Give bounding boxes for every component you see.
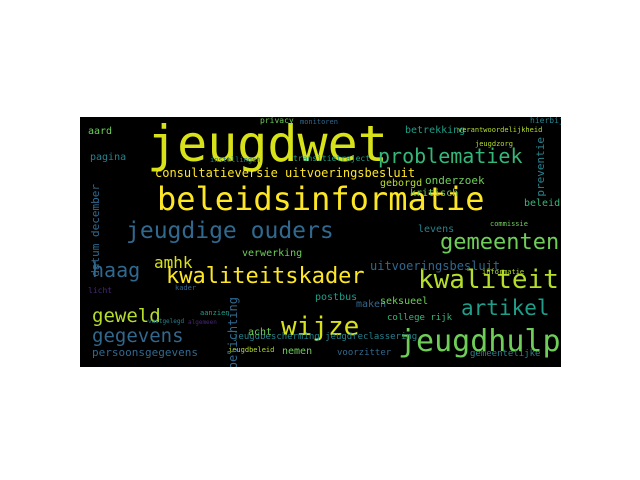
word-datum-december: datum december bbox=[89, 184, 102, 277]
word-toelichting: toelichting bbox=[226, 297, 240, 367]
word-consultatieversie: consultatieversie uitvoeringsbesluit bbox=[155, 166, 416, 180]
word-verwerking: verwerking bbox=[242, 248, 303, 259]
word-jeugdzorg: jeugdzorg bbox=[475, 140, 513, 148]
word-pagina: pagina bbox=[90, 152, 127, 163]
word-geborgd: geborgd bbox=[380, 178, 423, 189]
word-beleidsinformatie: beleidsinformatie bbox=[157, 180, 485, 218]
word-wijze: wijze bbox=[281, 312, 360, 342]
word-artikel: artikel bbox=[461, 296, 550, 320]
word-kwaliteitskader: kwaliteitskader bbox=[166, 264, 365, 289]
word-gemeenten: gemeenten bbox=[440, 230, 560, 255]
word-jeugdhulp: jeugdhulp bbox=[398, 324, 561, 359]
word-cloud: jeugdwet beleidsinformatie jeugdige oude… bbox=[80, 117, 561, 367]
word-licht: licht bbox=[88, 286, 113, 295]
word-gemeentelijke: gemeentelijke bbox=[470, 349, 541, 359]
word-uitvoeringsbesluit: uitvoeringsbesluit bbox=[370, 259, 501, 273]
word-aard: aard bbox=[88, 126, 113, 137]
word-postbus: postbus bbox=[315, 292, 358, 303]
word-jeugdbescherming: jeugdbescherming jeugdreclassering bbox=[233, 332, 418, 342]
word-aanzien: aanzien bbox=[200, 309, 230, 317]
word-jeugdbeleid: jeugdbeleid bbox=[228, 346, 275, 354]
word-jeugdige-ouders: jeugdige ouders bbox=[126, 218, 334, 244]
word-beleid: beleid bbox=[524, 198, 561, 209]
word-privacy: privacy bbox=[260, 117, 294, 125]
word-kwaliteit: kwaliteit bbox=[418, 265, 559, 295]
word-instellingen: instellingen bbox=[210, 156, 261, 164]
word-kader: kader bbox=[175, 284, 197, 292]
word-jeugdwet: jeugdwet bbox=[147, 117, 388, 173]
word-algemeen: algemeen bbox=[188, 319, 217, 326]
word-verantwoordelijkheid: verantwoordelijkheid bbox=[458, 126, 543, 134]
word-kritisch: kritisch bbox=[410, 188, 459, 199]
word-gegevens: gegevens bbox=[92, 325, 184, 347]
word-commissie: commissie bbox=[490, 220, 528, 228]
word-college-rijk: college rijk bbox=[387, 313, 453, 323]
word-informatie: informatie bbox=[482, 268, 525, 276]
word-preventie: preventie bbox=[534, 137, 547, 197]
word-vastgelegd: vastgelegd bbox=[148, 318, 185, 325]
word-nemen: nemen bbox=[282, 346, 313, 357]
word-levens: levens bbox=[418, 224, 455, 235]
word-maken: maken bbox=[356, 299, 387, 310]
word-problematiek: problematiek bbox=[378, 144, 523, 168]
word-geweld: geweld bbox=[92, 305, 161, 327]
word-onderzoek: onderzoek bbox=[425, 174, 485, 187]
word-hierbij: hierbij bbox=[530, 117, 561, 125]
word-betrekking: betrekking bbox=[405, 125, 466, 136]
word-acht: acht bbox=[248, 327, 273, 338]
word-haag: haag bbox=[92, 258, 141, 282]
word-voorzitter: voorzitter bbox=[337, 348, 392, 358]
word-seksueel: seksueel bbox=[380, 296, 429, 307]
word-transitiearrangement: transitietraject bbox=[293, 154, 371, 163]
word-persoonsgegevens: persoonsgegevens bbox=[92, 346, 198, 359]
word-monitoren: monitoren bbox=[300, 118, 338, 126]
word-amhk: amhk bbox=[154, 253, 193, 272]
